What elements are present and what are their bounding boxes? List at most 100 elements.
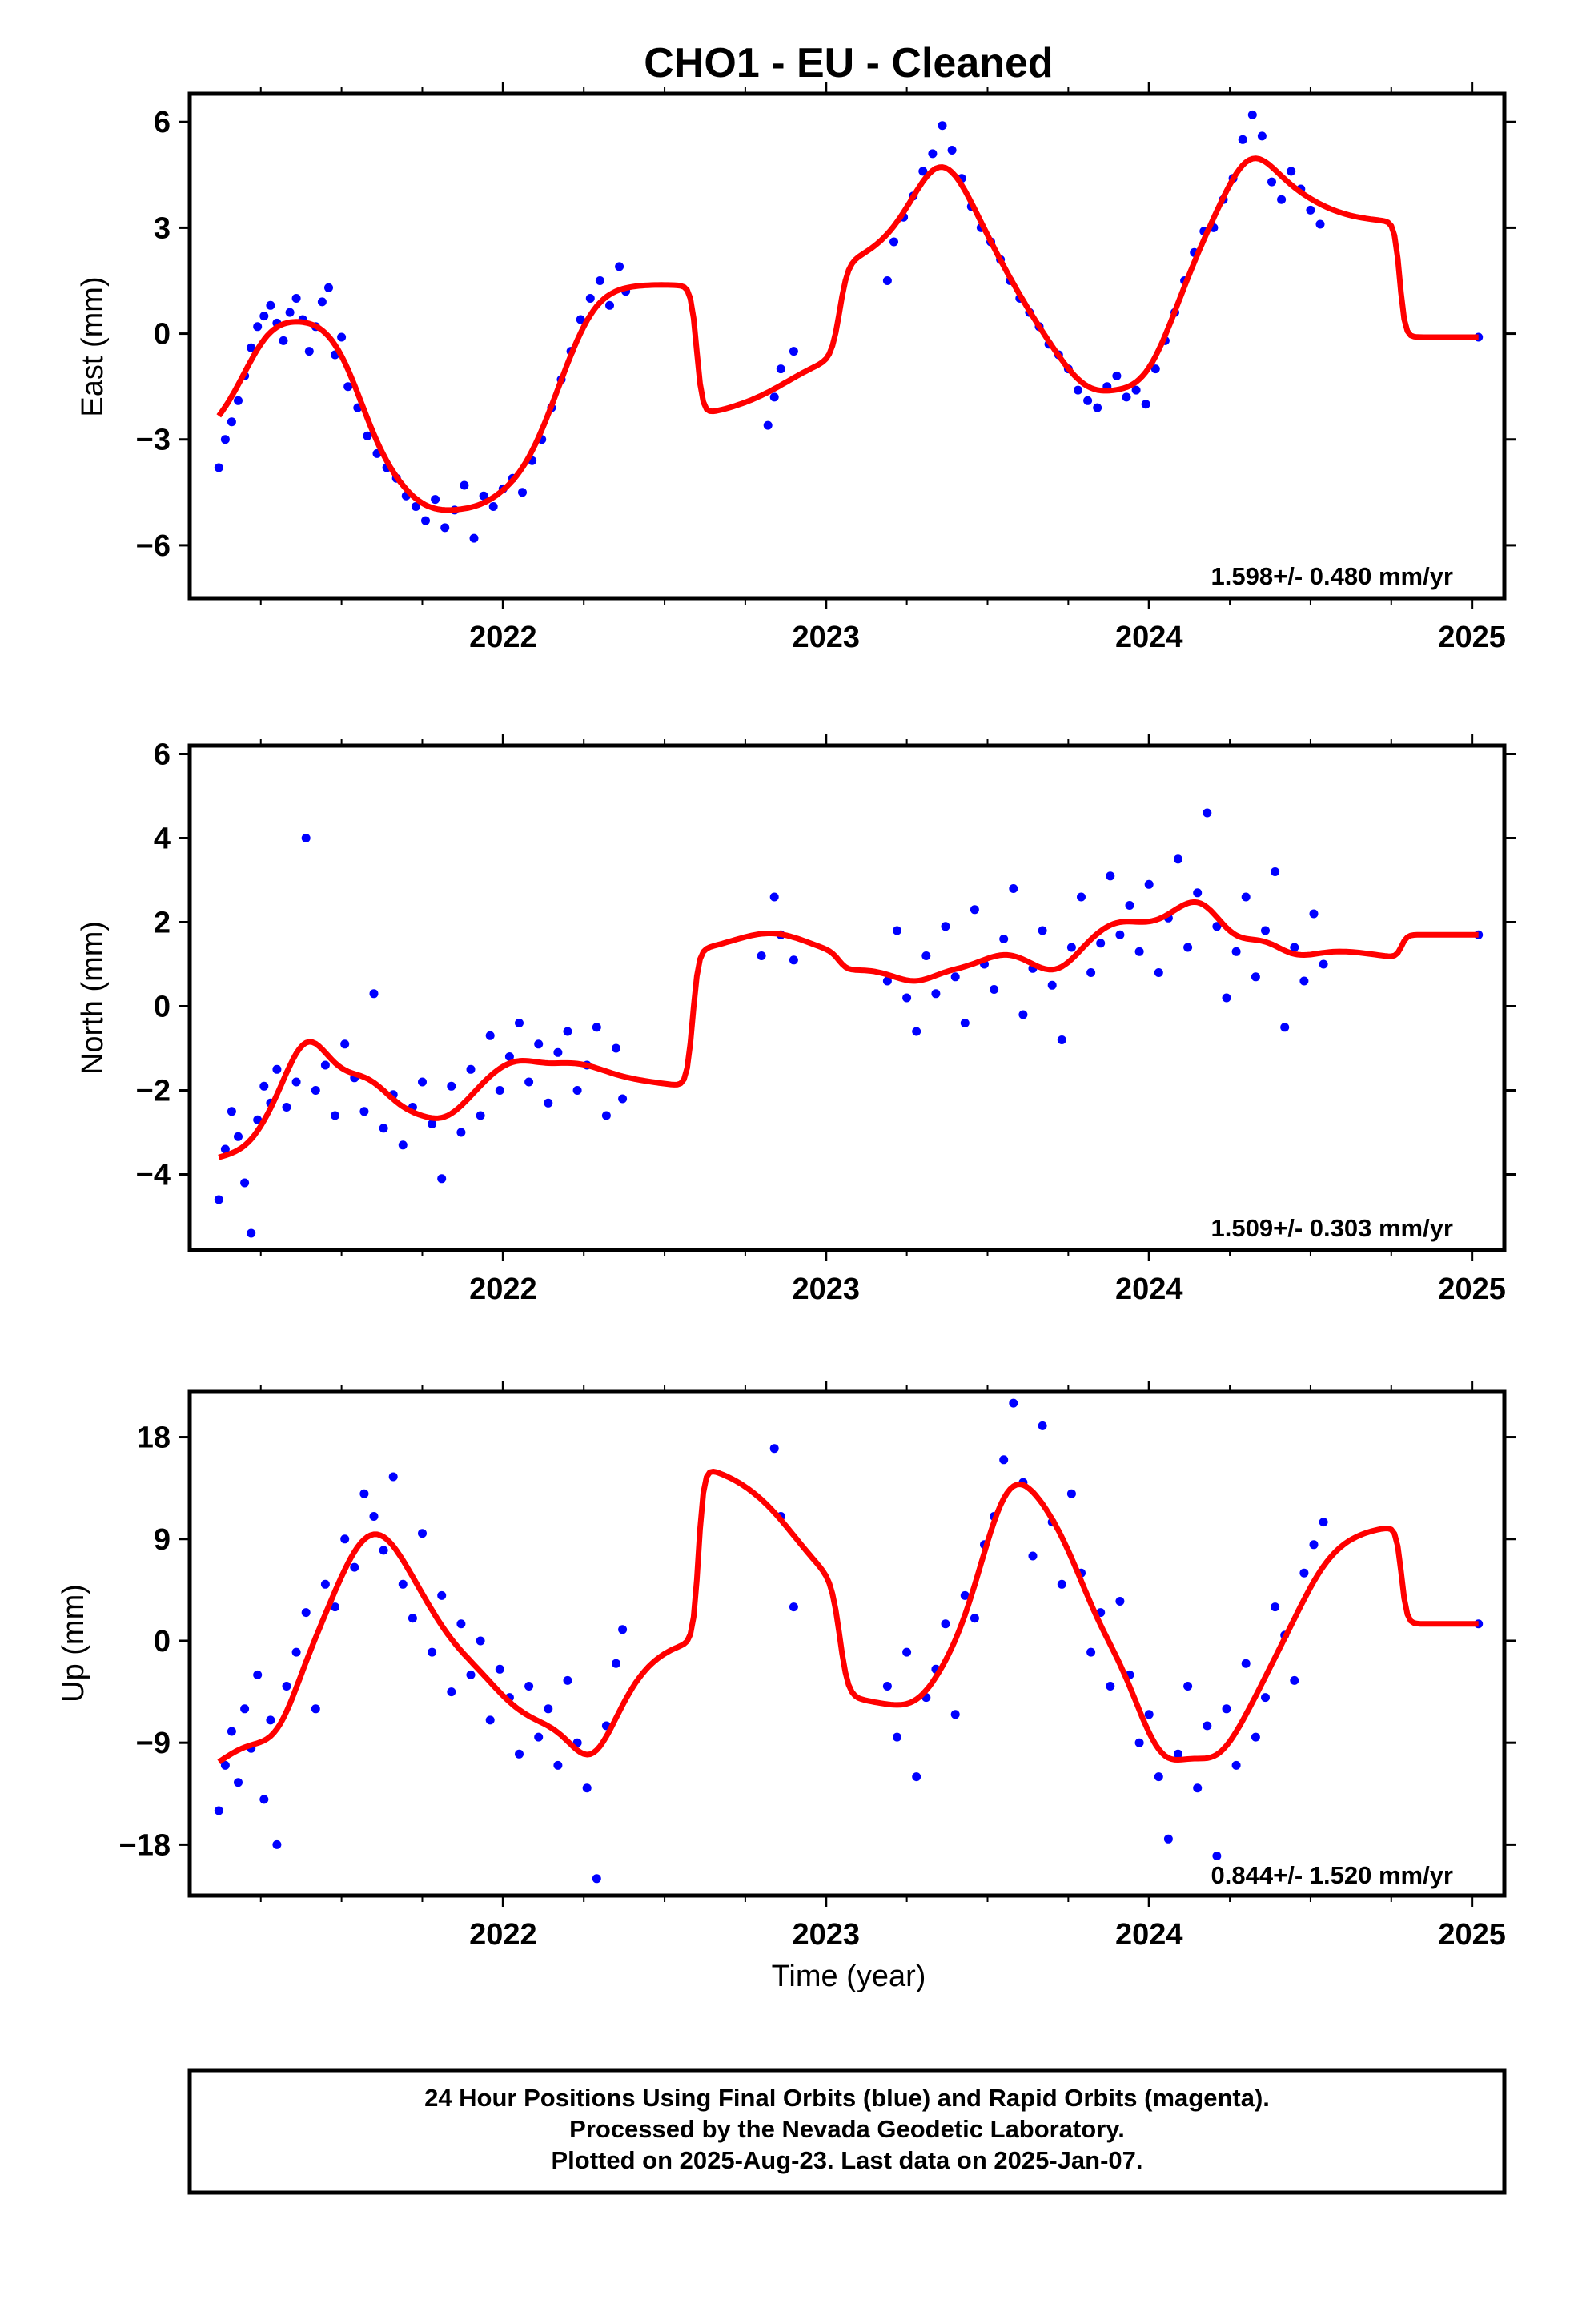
up-data-point [582,1783,592,1793]
up-y-tick-label: −18 [119,1828,171,1862]
footer-frame [187,2068,1507,2195]
up-data-point [359,1489,369,1498]
north-data-point [618,1094,628,1104]
north-data-point [1009,884,1018,893]
north-data-point [1212,922,1222,931]
north-data-point [311,1086,320,1095]
north-data-point [1154,968,1163,977]
north-data-point [456,1128,466,1137]
east-frame [187,91,1507,601]
east-data-point [1074,385,1082,395]
east-y-tick-label: 3 [154,211,171,245]
east-data-point [247,343,256,352]
north-data-point [563,1027,572,1036]
north-data-point [1183,943,1193,952]
up-y-axis-label: Up (mm) [57,1584,90,1703]
north-y-tick-label: 0 [154,991,171,1024]
north-data-point [1047,980,1057,990]
up-data-point [485,1715,495,1725]
up-data-point [301,1608,311,1618]
up-data-point [1222,1704,1231,1714]
north-data-point [1319,959,1328,969]
east-data-point [1112,371,1122,380]
north-y-tick-label: 6 [154,738,171,772]
north-data-point [227,1107,236,1116]
up-data-point [282,1682,291,1691]
up-data-point [259,1795,269,1804]
east-data-point [285,308,295,317]
up-data-point [1057,1579,1066,1589]
east-data-point [769,392,779,402]
east-y-tick-label: −3 [136,424,171,457]
up-data-point [240,1704,250,1714]
north-frame [187,743,1507,1252]
up-data-point [1319,1518,1328,1527]
up-data-point [418,1529,427,1538]
east-data-point [518,488,527,497]
north-data-point [1290,943,1299,952]
north-data-point [1261,926,1270,935]
north-y-tick-label: −4 [136,1159,171,1192]
up-data-point [515,1749,524,1759]
north-x-tick-label: 2025 [1438,1273,1506,1306]
north-x-tick-label: 2023 [793,1273,861,1306]
up-data-point [466,1670,476,1679]
east-data-point [882,276,892,285]
north-data-point [1241,892,1251,902]
east-data-point [214,463,223,472]
north-data-point [970,905,979,915]
east-plot-area: 2022 2023 2024 2025 −6 −3 0 3 6 [136,82,1516,654]
up-data-point [234,1778,243,1787]
footer-line-1: 24 Hour Positions Using Final Orbits (bl… [424,2084,1270,2112]
north-data-point [1106,871,1115,881]
north-data-point [572,1086,582,1095]
north-data-point [1115,930,1125,939]
east-y-tick-label: 6 [154,106,171,139]
footer-line-2: Processed by the Nevada Geodetic Laborat… [569,2115,1125,2143]
north-data-point [1231,947,1241,956]
north-data-point [214,1195,223,1204]
up-data-point [1086,1647,1096,1657]
north-data-point [1251,972,1260,982]
up-fit-line [217,1469,1479,1765]
east-x-tick-label: 2024 [1115,621,1183,654]
north-fit-line [218,899,1479,1160]
north-data-point [418,1077,427,1087]
up-data-point [447,1687,456,1697]
north-data-point [1203,808,1212,818]
up-data-point [476,1636,485,1646]
up-data-point [1251,1732,1260,1742]
x-axis-label: Time (year) [772,1960,926,1993]
footer-box: 24 Hour Positions Using Final Orbits (bl… [187,2068,1507,2195]
north-data-point [1086,968,1096,977]
north-data-point [769,892,779,902]
north-data-point [253,1115,263,1124]
up-data-point [1144,1710,1154,1719]
up-data-point [563,1675,572,1685]
up-data-point [1028,1551,1038,1561]
east-data-point [1238,135,1247,144]
east-data-point [615,262,624,271]
east-y-tick-label: 0 [154,318,171,352]
north-y-axis-label: North (mm) [76,921,110,1075]
east-data-point [1122,392,1131,402]
east-data-point [1141,400,1150,409]
up-data-point [960,1590,970,1600]
north-data-point [476,1111,485,1120]
east-data-point [317,297,327,307]
up-data-point [320,1579,330,1589]
up-data-point [1009,1398,1018,1408]
up-data-point [253,1670,263,1679]
north-data-point [379,1124,388,1133]
east-data-point [1306,205,1315,215]
up-plot-area: 2022 2023 2024 2025 −18 −9 0 9 18 [119,1381,1516,1952]
up-data-point [495,1664,504,1674]
east-data-point [1093,403,1102,412]
north-data-point [1271,867,1280,876]
up-data-point [1261,1693,1270,1703]
east-data-point [304,347,314,356]
up-y-tick-label: −9 [136,1727,171,1760]
up-data-point [1115,1597,1125,1606]
up-data-point [941,1619,950,1629]
north-data-point [1144,879,1154,889]
